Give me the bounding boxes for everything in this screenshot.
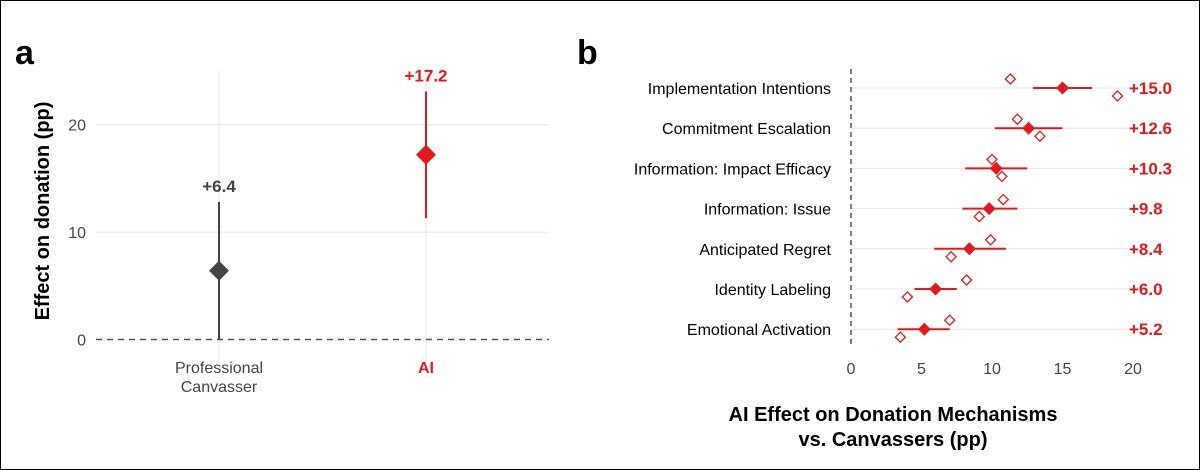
- b-estimate-point: [1056, 81, 1069, 95]
- a-y-axis-label: Effect on donation (pp): [32, 102, 54, 321]
- b-subgroup-point: [973, 210, 986, 223]
- b-x-axis-label: vs. Canvassers (pp): [799, 429, 988, 451]
- b-value-label: +15.0: [1129, 79, 1172, 98]
- b-subgroup-point: [960, 274, 973, 286]
- b-row-label: Identity Labeling: [714, 282, 831, 299]
- a-y-tick-label: 20: [68, 118, 86, 135]
- b-subgroup-point: [986, 153, 998, 166]
- b-estimate-point: [917, 322, 931, 336]
- b-x-tick-label: 15: [1054, 361, 1072, 378]
- b-subgroup-point: [995, 170, 1008, 183]
- b-value-label: +10.3: [1129, 159, 1172, 178]
- b-x-tick-label: 5: [917, 361, 926, 378]
- b-value-label: +8.4: [1129, 240, 1163, 259]
- b-estimate-point: [989, 161, 1003, 175]
- b-estimate-point: [962, 242, 976, 256]
- panel-a-label: a: [15, 34, 35, 72]
- b-row-label: Anticipated Regret: [699, 242, 831, 259]
- b-subgroup-point: [1011, 113, 1024, 126]
- b-row-label: Information: Impact Efficacy: [634, 161, 831, 178]
- a-value-label: +17.2: [404, 66, 447, 85]
- b-subgroup-point: [1111, 90, 1124, 102]
- b-row-label: Implementation Intentions: [648, 81, 831, 98]
- b-row-label: Emotional Activation: [687, 322, 831, 339]
- b-estimate-point: [929, 282, 943, 296]
- b-value-label: +9.8: [1129, 200, 1163, 219]
- b-subgroup-point: [997, 193, 1010, 206]
- panel-a-chart: 0 10 20 Effect on donation (pp) +6.4 Professi…: [32, 66, 549, 396]
- b-x-tick-label: 0: [847, 361, 856, 378]
- a-estimate-point: [209, 260, 229, 281]
- a-value-label: +6.4: [202, 177, 236, 196]
- b-x-tick-label: 10: [983, 361, 1001, 378]
- b-subgroup-point: [1034, 130, 1046, 143]
- b-x-tick-label: 20: [1124, 361, 1142, 378]
- a-estimate-point: [416, 144, 436, 165]
- b-row-label: Commitment Escalation: [662, 121, 831, 138]
- b-value-label: +12.6: [1129, 119, 1172, 138]
- a-x-tick-label: AI: [418, 360, 434, 377]
- a-x-tick-label: Professional: [175, 360, 263, 377]
- b-x-axis-label: AI Effect on Donation Mechanisms: [729, 404, 1058, 426]
- b-value-label: +6.0: [1129, 280, 1163, 299]
- b-estimate-point: [982, 202, 996, 216]
- panel-b-chart: 0 5 10 15 20 AI Effect on Donation Mechanisms…: [634, 69, 1172, 451]
- a-y-tick-label: 10: [68, 225, 86, 242]
- b-subgroup-point: [901, 291, 914, 303]
- b-subgroup-point: [894, 331, 907, 344]
- b-subgroup-point: [984, 233, 997, 246]
- panel-b-label: b: [577, 34, 598, 72]
- b-subgroup-point: [1004, 73, 1017, 85]
- a-x-tick-label: Canvasser: [181, 379, 258, 396]
- b-subgroup-point: [943, 314, 956, 327]
- b-value-label: +5.2: [1129, 320, 1163, 339]
- b-row-label: Information: Issue: [704, 202, 831, 219]
- b-subgroup-point: [945, 250, 958, 263]
- a-y-tick-label: 0: [77, 333, 86, 350]
- b-estimate-point: [1022, 121, 1036, 135]
